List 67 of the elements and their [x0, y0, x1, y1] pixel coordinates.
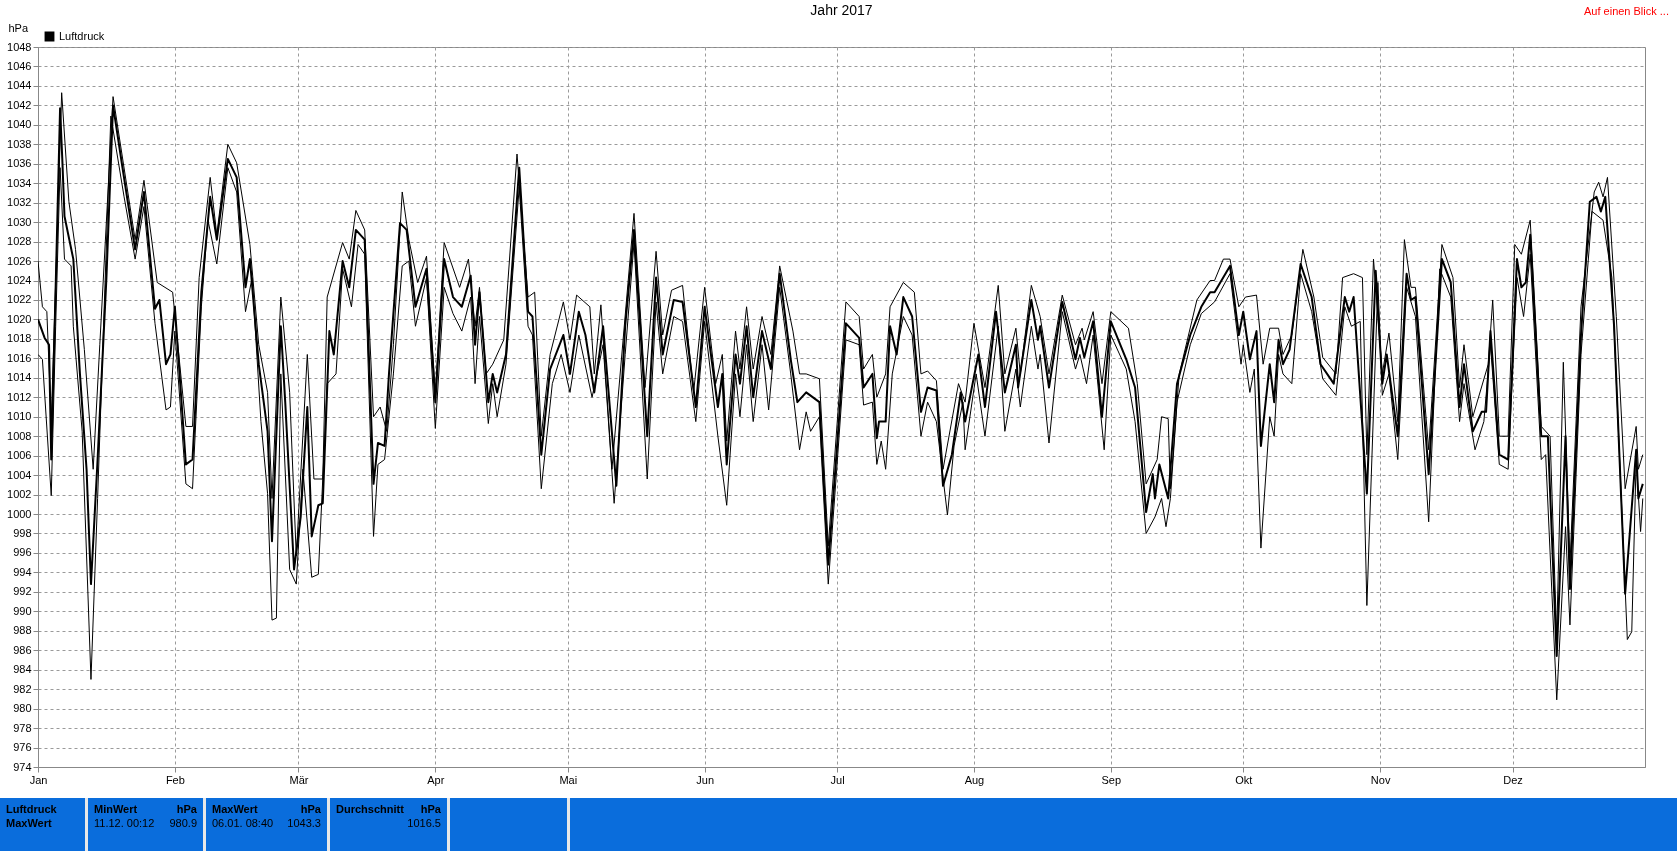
- x-tick-label: Jan: [29, 773, 48, 786]
- y-tick-label: 1000: [7, 507, 32, 520]
- y-tick-label: 1018: [7, 332, 32, 345]
- chart-title: Jahr 2017: [810, 2, 873, 18]
- y-tick-label: 1038: [7, 137, 32, 150]
- x-tick-label: Dez: [1503, 773, 1523, 786]
- x-tick-label: Nov: [1370, 773, 1391, 786]
- x-tick-label: Mär: [289, 773, 309, 786]
- text: 980.9: [169, 816, 197, 830]
- y-tick-label: 1006: [7, 449, 32, 462]
- text: MaxWert: [212, 802, 258, 816]
- text: 11.12. 00:12: [94, 816, 155, 830]
- y-tick-label: 998: [13, 526, 32, 539]
- text: Luftdruck: [6, 802, 57, 816]
- y-tick-label: 994: [13, 565, 32, 578]
- y-tick-label: 1026: [7, 254, 32, 267]
- y-tick-label: 980: [13, 702, 32, 715]
- y-tick-label: 992: [13, 585, 32, 598]
- x-tick-label: Apr: [427, 773, 445, 786]
- text: 1043.3: [287, 816, 321, 830]
- y-tick-label: 1028: [7, 235, 32, 248]
- text: 06.01. 08:40: [212, 816, 274, 830]
- y-tick-label: 1046: [7, 59, 32, 72]
- y-tick-label: 982: [13, 682, 32, 695]
- y-tick-label: 988: [13, 624, 32, 637]
- y-tick-label: 1012: [7, 390, 32, 403]
- y-tick-label: 1042: [7, 98, 32, 111]
- y-tick-label: 1022: [7, 293, 32, 306]
- y-tick-label: 1048: [7, 40, 32, 53]
- text: hPa: [300, 802, 321, 816]
- y-tick-label: 974: [13, 760, 32, 773]
- y-tick-label: 1004: [7, 468, 32, 481]
- y-tick-label: 996: [13, 546, 32, 559]
- text: MaxWert: [6, 816, 52, 830]
- x-tick-label: Sep: [1101, 773, 1122, 786]
- y-axis-title: hPa: [8, 21, 29, 34]
- y-tick-label: 1014: [7, 371, 32, 384]
- y-tick-label: 990: [13, 604, 32, 617]
- y-tick-label: 976: [13, 741, 32, 754]
- x-tick-label: Okt: [1235, 773, 1253, 786]
- x-tick-label: Jul: [830, 773, 845, 786]
- y-tick-label: 1040: [7, 118, 32, 131]
- x-tick-label: Jun: [696, 773, 715, 786]
- y-tick-label: 984: [13, 663, 32, 676]
- text: Durchschnitt: [336, 802, 404, 816]
- text: 1016.5: [407, 816, 441, 830]
- y-tick-label: 1034: [7, 176, 32, 189]
- x-tick-label: Aug: [964, 773, 985, 786]
- y-tick-label: 1010: [7, 410, 32, 423]
- y-tick-label: 1002: [7, 488, 32, 501]
- y-tick-label: 978: [13, 721, 32, 734]
- text: hPa: [176, 802, 197, 816]
- y-tick-label: 1036: [7, 157, 32, 170]
- text: hPa: [420, 802, 441, 816]
- y-tick-label: 1032: [7, 196, 32, 209]
- y-tick-label: 1008: [7, 429, 32, 442]
- y-tick-label: 986: [13, 643, 32, 656]
- legend-label: Luftdruck: [59, 29, 105, 42]
- x-tick-label: Mai: [559, 773, 578, 786]
- y-tick-label: 1030: [7, 215, 32, 228]
- text: MinWert: [94, 802, 138, 816]
- x-tick-label: Feb: [165, 773, 185, 786]
- y-tick-label: 1020: [7, 312, 32, 325]
- text: Auf einen Blick ...: [1584, 5, 1669, 17]
- y-tick-label: 1024: [7, 274, 32, 287]
- y-tick-label: 1044: [7, 79, 32, 92]
- y-tick-label: 1016: [7, 351, 32, 364]
